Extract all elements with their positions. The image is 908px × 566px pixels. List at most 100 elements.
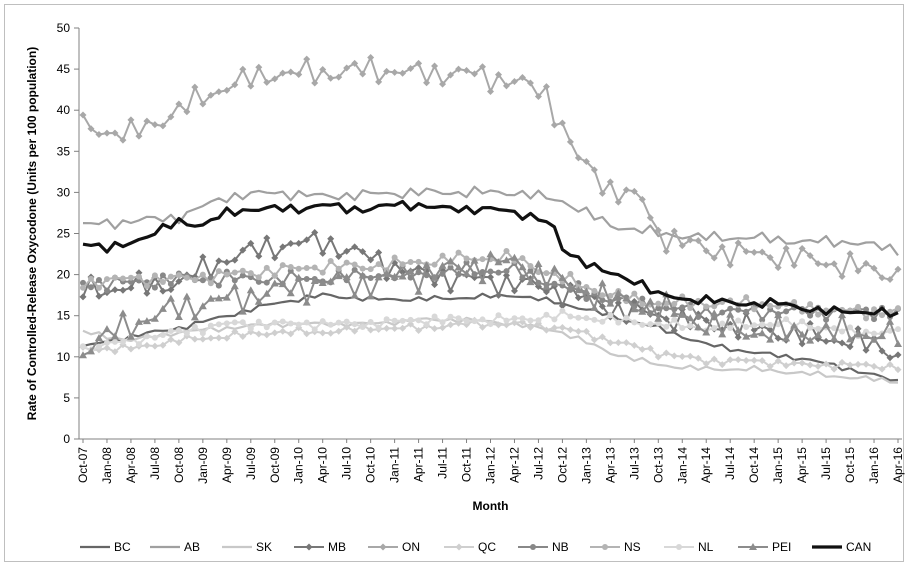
point-qc [223, 334, 231, 342]
point-nb [79, 279, 86, 286]
point-qc [167, 335, 175, 343]
point-mb [311, 228, 319, 236]
point-nl [767, 321, 774, 328]
legend-label: AB [184, 540, 200, 554]
point-on [239, 65, 247, 73]
point-on [279, 69, 287, 77]
point-nl [335, 319, 342, 326]
point-on [367, 53, 375, 61]
point-mb [247, 239, 255, 247]
x-tick-label: Oct-07 [76, 447, 90, 483]
point-nl [415, 317, 422, 324]
point-ns [399, 261, 406, 268]
point-nl [119, 338, 126, 345]
point-pei [166, 294, 175, 302]
point-nl [887, 327, 894, 334]
point-on [518, 73, 526, 81]
point-nb [519, 274, 526, 281]
point-pei [606, 299, 615, 307]
point-pei [886, 317, 895, 325]
point-on [175, 100, 183, 108]
point-on [830, 260, 838, 268]
point-ns [687, 304, 694, 311]
point-qc [662, 349, 670, 357]
point-nl [663, 323, 670, 330]
point-ns [863, 315, 870, 322]
point-on [151, 121, 159, 129]
point-pei [654, 314, 663, 322]
legend-label: ON [402, 540, 420, 554]
point-on [119, 136, 127, 144]
point-on [487, 87, 494, 95]
point-pei [102, 325, 111, 333]
point-on [526, 79, 534, 87]
point-pei [614, 289, 623, 297]
point-nl [399, 317, 406, 324]
point-nl [639, 321, 646, 328]
x-tick-label: Jul-09 [244, 447, 258, 480]
point-pei [686, 314, 695, 322]
point-qc [622, 339, 630, 347]
point-qc [790, 359, 798, 367]
point-on [471, 70, 479, 78]
point-qc [431, 325, 439, 333]
point-mb [431, 281, 439, 289]
point-qc [383, 324, 391, 332]
point-mb [143, 289, 151, 297]
point-mb [351, 243, 359, 251]
point-mb [295, 239, 303, 247]
legend-marker [379, 543, 387, 551]
point-pei [542, 282, 551, 290]
point-nl [239, 319, 246, 326]
point-pei [766, 335, 775, 343]
point-ns [231, 269, 238, 276]
point-on [606, 178, 614, 186]
point-on [455, 65, 463, 73]
point-pei [294, 273, 303, 281]
point-qc [343, 323, 351, 331]
point-ns [199, 271, 206, 278]
point-nb [679, 304, 686, 311]
point-ns [527, 262, 534, 269]
series-sk [82, 316, 899, 384]
point-pei [462, 269, 471, 277]
point-nb [215, 282, 222, 289]
point-on [135, 132, 143, 140]
point-qc [814, 362, 822, 370]
point-qc [598, 333, 606, 341]
point-nl [759, 321, 766, 328]
point-ns [807, 301, 814, 308]
point-on [111, 129, 119, 137]
series-lines [78, 53, 903, 384]
x-tick-label: Oct-08 [172, 447, 186, 483]
point-nl [383, 316, 390, 323]
x-tick-label: Jan-15 [771, 447, 785, 484]
point-ns [591, 287, 598, 294]
point-nl [687, 322, 694, 329]
point-mb [670, 326, 678, 334]
point-ns [175, 272, 182, 279]
point-on [854, 267, 862, 275]
point-qc [558, 323, 566, 331]
point-on [614, 198, 622, 206]
point-pei [878, 332, 887, 340]
point-ns [247, 270, 254, 277]
point-pei [774, 311, 783, 319]
point-on [79, 111, 87, 119]
point-nl [487, 320, 494, 327]
point-nb [503, 268, 510, 275]
point-nl [655, 320, 662, 327]
point-nb [535, 279, 542, 286]
point-on [407, 65, 415, 73]
point-on [638, 195, 646, 203]
point-pei [862, 332, 871, 340]
point-ns [119, 275, 126, 282]
series-line-bc [82, 292, 899, 382]
series-ab [82, 185, 899, 257]
point-on [303, 55, 311, 63]
x-tick-label: Jan-10 [292, 447, 306, 484]
point-pei [366, 292, 375, 300]
point-on [806, 252, 814, 260]
point-pei [374, 273, 383, 281]
point-nl [519, 315, 526, 322]
